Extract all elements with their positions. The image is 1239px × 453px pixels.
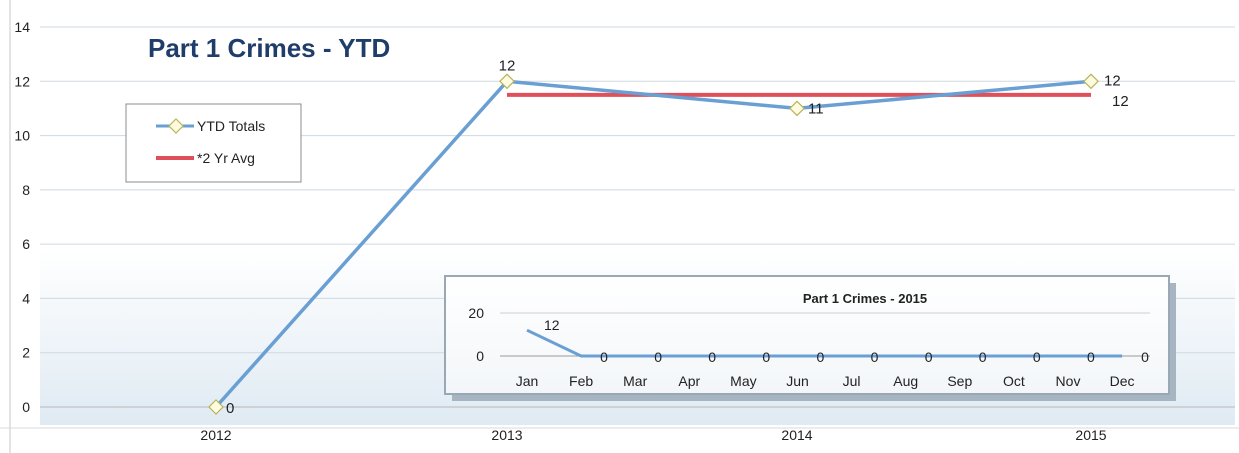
main-y-tick-label: 2 xyxy=(22,345,30,361)
inset-x-tick-label: May xyxy=(730,373,756,389)
series-line-ytd-totals xyxy=(214,79,1092,409)
inset-data-label: 0 xyxy=(708,349,716,365)
main-series xyxy=(208,73,1099,415)
inset-frame xyxy=(444,275,1170,395)
inset-x-tick-label: Jun xyxy=(786,373,809,389)
inset-x-tick-label: Dec xyxy=(1110,373,1135,389)
inset-x-tick-label: Jul xyxy=(843,373,861,389)
legend-label-avg: *2 Yr Avg xyxy=(197,150,255,166)
main-y-tick-label: 12 xyxy=(14,73,30,89)
inset-x-tick-labels: Jan Feb Mar Apr May Jun Jul Aug Sep Oct Nov Dec xyxy=(516,373,1135,389)
inset-series xyxy=(526,328,1123,358)
inset-data-label: 0 xyxy=(1087,349,1095,365)
inset-data-label: 0 xyxy=(817,349,825,365)
main-y-tick-label: 4 xyxy=(22,290,30,306)
main-x-tick-label: 2014 xyxy=(781,427,812,443)
inset-y-tick-label: 0 xyxy=(476,348,484,364)
main-x-tick-label: 2015 xyxy=(1075,427,1106,443)
legend-label-ytd: YTD Totals xyxy=(197,118,265,134)
main-y-tick-labels: 0 2 4 6 8 10 12 14 xyxy=(14,19,30,415)
inset-x-tick-label: Jan xyxy=(516,373,539,389)
main-y-tick-label: 6 xyxy=(22,236,30,252)
main-y-tick-label: 0 xyxy=(22,399,30,415)
legend-box xyxy=(125,103,302,183)
inset-data-label: 0 xyxy=(871,349,879,365)
main-x-tick-label: 2013 xyxy=(491,427,522,443)
inset-data-label: 0 xyxy=(979,349,987,365)
inset-x-tick-label: Nov xyxy=(1056,373,1081,389)
inset-y-tick-label: 20 xyxy=(468,305,484,321)
main-legend: YTD Totals *2 Yr Avg xyxy=(125,103,302,183)
main-data-labels: 12 0 12 11 12 xyxy=(226,57,1129,417)
legend-swatch-ytd-marker xyxy=(168,118,184,134)
main-y-tick-label: 8 xyxy=(22,182,30,198)
inset-x-tick-label: Aug xyxy=(893,373,918,389)
inset-y-tick-labels: 0 20 xyxy=(468,305,484,364)
inset-data-label: 0 xyxy=(1141,349,1149,365)
main-x-tick-label: 2012 xyxy=(200,427,231,443)
inset-data-label: 0 xyxy=(925,349,933,365)
inset-chart-title: Part 1 Crimes - 2015 xyxy=(803,291,927,306)
inset-series-line xyxy=(526,328,1123,358)
inset-data-label: 0 xyxy=(762,349,770,365)
inset-x-tick-label: Mar xyxy=(623,373,647,389)
inset-x-tick-label: Apr xyxy=(678,373,700,389)
inset-data-label: 0 xyxy=(600,349,608,365)
ytd-data-label: 0 xyxy=(226,400,234,417)
inset-data-label: 0 xyxy=(654,349,662,365)
ytd-point-marker xyxy=(208,399,224,415)
main-chart-title: Part 1 Crimes - YTD xyxy=(148,33,390,63)
main-y-tick-label: 14 xyxy=(14,19,30,35)
main-x-tick-labels: 2012 2013 2014 2015 xyxy=(200,427,1106,443)
inset-data-label: 12 xyxy=(544,317,560,333)
ytd-data-label: 12 xyxy=(1104,72,1121,89)
avg-end-label: 12 xyxy=(1112,93,1129,110)
ytd-point-marker xyxy=(499,73,515,90)
ytd-point-marker xyxy=(789,100,805,117)
inset-x-tick-label: Sep xyxy=(947,373,972,389)
inset-data-label: 0 xyxy=(1033,349,1041,365)
inset-x-tick-label: Oct xyxy=(1003,373,1025,389)
main-y-tick-label: 10 xyxy=(14,128,30,144)
inset-data-labels: 12 0 0 0 0 0 0 0 0 0 0 0 xyxy=(544,317,1149,365)
inset-chart: Part 1 Crimes - 2015 0 20 Jan Feb Mar Apr May… xyxy=(444,275,1176,401)
ytd-data-label: 12 xyxy=(499,57,516,74)
ytd-data-label: 11 xyxy=(808,100,824,117)
ytd-point-marker xyxy=(1083,73,1099,90)
inset-x-tick-label: Feb xyxy=(569,373,593,389)
